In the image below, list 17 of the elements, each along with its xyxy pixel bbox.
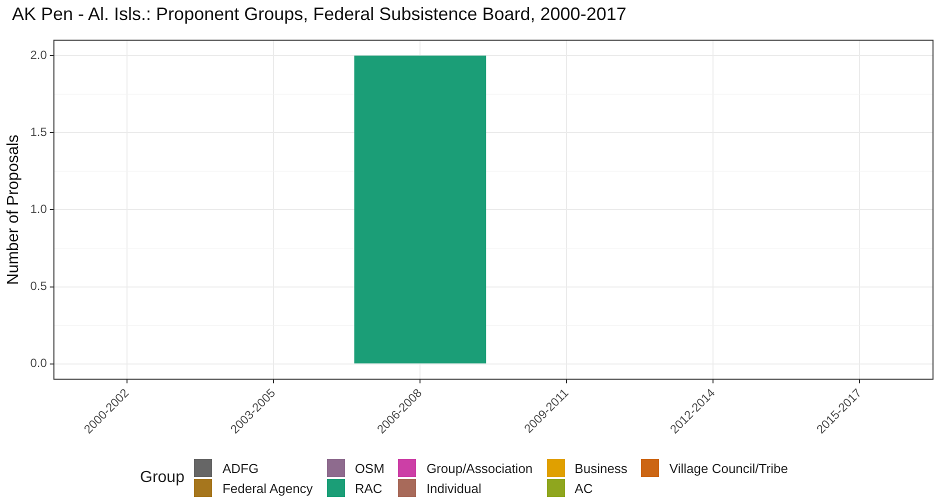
chart-title: AK Pen - Al. Isls.: Proponent Groups, Federal Subsistence Board, 2000-2017 bbox=[12, 4, 626, 25]
y-tick-label: 0.5 bbox=[30, 279, 48, 294]
legend-label: AC bbox=[574, 480, 593, 496]
y-tick-label: 0.0 bbox=[30, 356, 48, 370]
legend-label: RAC bbox=[354, 480, 382, 496]
y-tick-label: 2.0 bbox=[30, 48, 48, 62]
legend-label: OSM bbox=[354, 460, 384, 476]
legend-label: Individual bbox=[426, 480, 482, 496]
legend-label: Village Council/Tribe bbox=[669, 460, 788, 476]
legend-label: Business bbox=[574, 460, 628, 476]
y-axis-title: Number of Proposals bbox=[5, 134, 22, 285]
legend-label: Group/Association bbox=[426, 460, 533, 476]
y-tick-label: 1.5 bbox=[30, 124, 48, 139]
legend-label: ADFG bbox=[222, 460, 259, 476]
y-tick-label: 1.0 bbox=[30, 202, 48, 216]
legend-label: Federal Agency bbox=[222, 480, 313, 496]
legend-title: Group bbox=[140, 469, 184, 487]
